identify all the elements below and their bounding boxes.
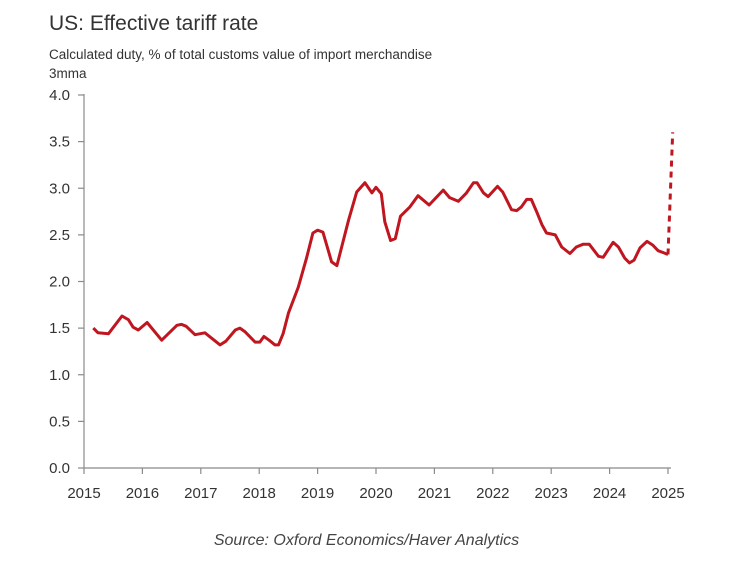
y-tick-label: 4.0 xyxy=(49,87,70,104)
series-line-forecast xyxy=(666,132,675,255)
x-tick-label: 2024 xyxy=(593,485,626,502)
x-tick-label: 2017 xyxy=(184,485,217,502)
x-tick-label: 2018 xyxy=(243,485,276,502)
source-note: Source: Oxford Economics/Haver Analytics xyxy=(213,532,520,549)
unit-label: 3mma xyxy=(49,66,87,81)
y-tick-label: 0.0 xyxy=(49,460,70,477)
x-tick-label: 2015 xyxy=(67,485,100,502)
x-tick-label: 2023 xyxy=(535,485,568,502)
y-tick-label: 0.5 xyxy=(49,413,70,430)
chart-title: US: Effective tariff rate xyxy=(49,12,259,35)
y-tick-label: 3.0 xyxy=(49,180,70,197)
y-tick-label: 2.0 xyxy=(49,274,70,291)
x-tick-label: 2020 xyxy=(359,485,392,502)
y-tick-label: 2.5 xyxy=(49,227,70,244)
x-tick-label: 2019 xyxy=(301,485,334,502)
chart-subtitle: Calculated duty, % of total customs valu… xyxy=(49,47,433,62)
x-tick-label: 2025 xyxy=(651,485,684,502)
series-line-tariff-rate xyxy=(92,181,669,347)
x-tick-label: 2016 xyxy=(126,485,159,502)
y-tick-label: 3.5 xyxy=(49,134,70,151)
x-tick-label: 2022 xyxy=(476,485,509,502)
x-tick-label: 2021 xyxy=(418,485,451,502)
y-tick-label: 1.0 xyxy=(49,367,70,384)
y-tick-label: 1.5 xyxy=(49,320,70,337)
